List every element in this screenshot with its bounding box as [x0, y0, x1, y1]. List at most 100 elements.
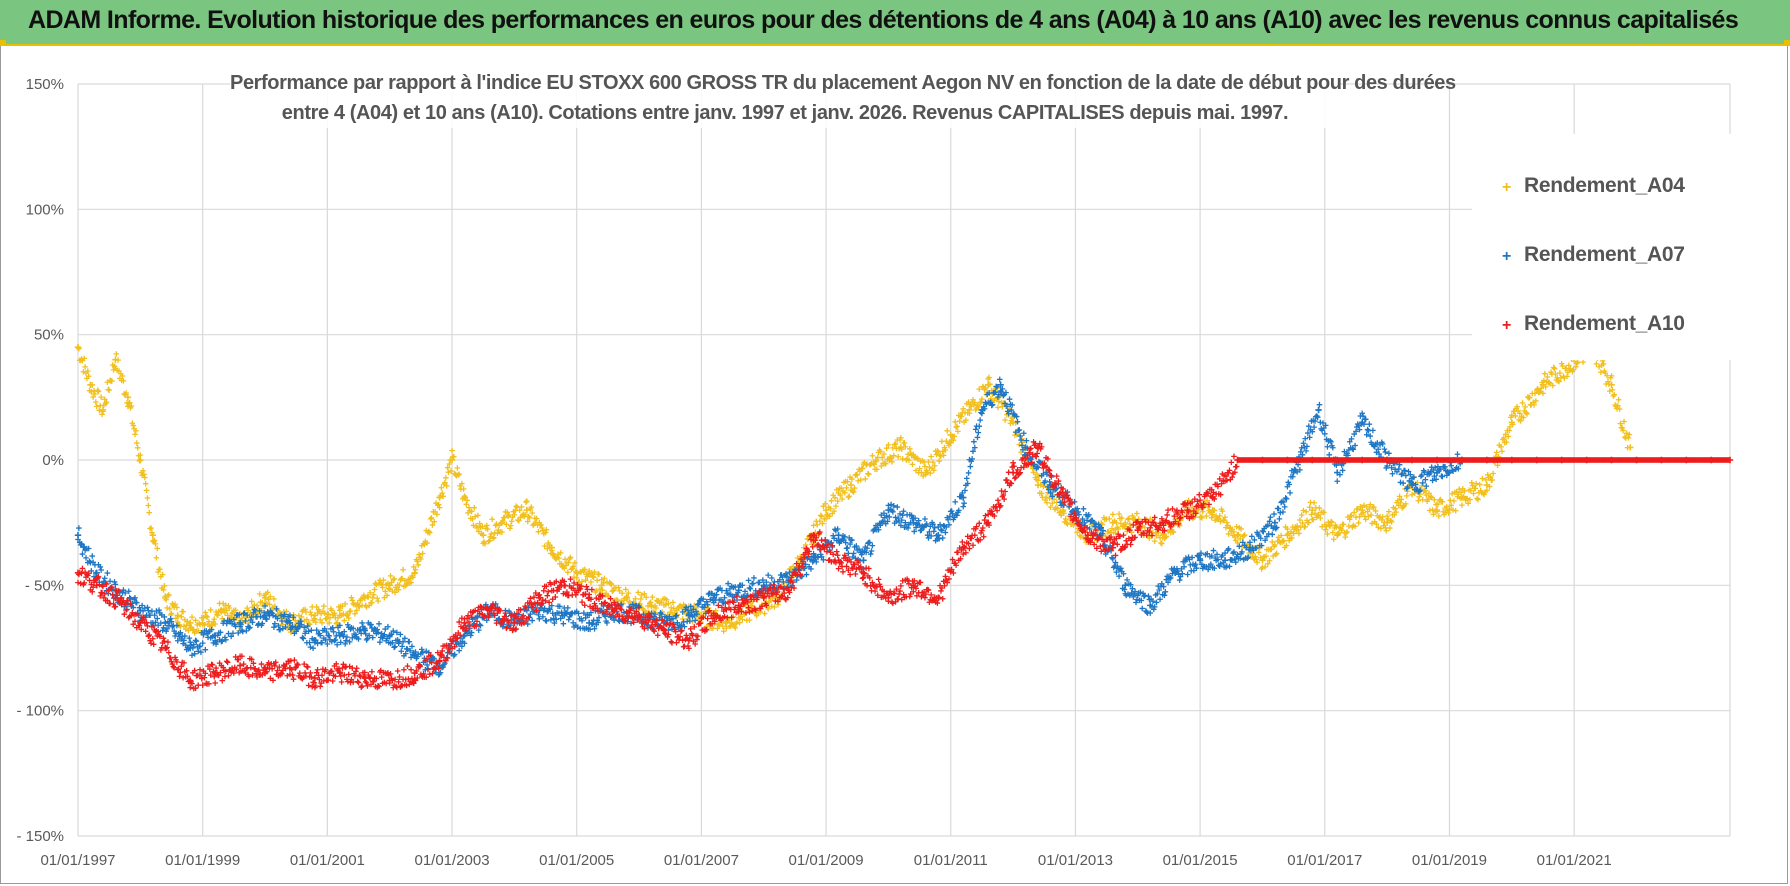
data-point-A04 [605, 593, 611, 599]
data-point-A07 [565, 605, 571, 611]
data-point-A04 [501, 514, 508, 521]
data-point-A04 [1342, 534, 1349, 540]
data-point-A04 [1126, 521, 1133, 527]
data-point-A04 [996, 398, 1002, 405]
data-point-A07 [1422, 476, 1429, 483]
data-point-A10 [213, 665, 219, 671]
data-point-A10 [1147, 525, 1154, 531]
data-point-A07 [1418, 473, 1424, 480]
data-point-A04 [931, 462, 938, 469]
data-point-A04 [1566, 362, 1572, 369]
data-point-A04 [1467, 496, 1473, 503]
data-point-A10 [1127, 541, 1134, 548]
data-point-A04 [1490, 470, 1496, 477]
data-point-A04 [901, 440, 908, 446]
data-point-A04 [415, 562, 421, 568]
data-point-A04 [508, 522, 514, 529]
data-point-A04 [922, 463, 928, 470]
data-point-A10 [354, 678, 361, 685]
data-point-A04 [715, 621, 722, 627]
data-point-A04 [934, 448, 941, 454]
data-point-A04 [264, 589, 271, 596]
data-point-A07 [974, 434, 981, 441]
data-point-A04 [181, 623, 187, 630]
data-point-A04 [1322, 526, 1329, 533]
data-point-A04 [141, 471, 147, 478]
data-point-A04 [567, 554, 574, 561]
data-point-A04 [1609, 387, 1616, 393]
data-point-A10 [875, 576, 882, 583]
data-point-A07 [79, 551, 86, 557]
data-point-A04 [941, 444, 948, 451]
data-point-A04 [365, 594, 372, 600]
data-point-A04 [839, 496, 845, 502]
data-point-A07 [307, 644, 314, 650]
data-point-A04 [1472, 485, 1479, 492]
data-point-A04 [1611, 391, 1618, 398]
data-point-A07 [768, 575, 775, 581]
data-point-A04 [817, 512, 824, 519]
data-point-A04 [1397, 500, 1404, 506]
data-point-A07 [199, 640, 206, 646]
data-point-A04 [1606, 388, 1613, 394]
data-point-A10 [544, 592, 551, 599]
data-point-A04 [1340, 521, 1347, 528]
data-point-A04 [229, 610, 235, 617]
data-point-A07 [976, 423, 983, 430]
data-point-A07 [1271, 511, 1277, 517]
data-point-A04 [1330, 536, 1337, 543]
data-point-A04 [843, 485, 850, 491]
data-point-A04 [101, 396, 108, 403]
data-point-A04 [391, 576, 397, 582]
data-point-A04 [549, 550, 556, 557]
data-point-A07 [1283, 495, 1290, 502]
data-point-A04 [189, 614, 195, 620]
data-point-A04 [1570, 366, 1577, 373]
data-point-A04 [529, 510, 535, 516]
data-point-A04 [982, 385, 989, 391]
data-point-A04 [837, 492, 844, 498]
data-point-A10 [581, 602, 588, 609]
data-point-A04 [94, 387, 101, 394]
data-point-A04 [1473, 480, 1479, 487]
data-point-A04 [928, 453, 934, 460]
data-point-A10 [1132, 534, 1138, 541]
data-point-A04 [1564, 373, 1570, 380]
data-point-A04 [589, 573, 596, 580]
data-point-A04 [802, 542, 809, 548]
data-point-A04 [668, 604, 674, 611]
data-point-A04 [665, 600, 672, 607]
data-point-A10 [408, 666, 414, 673]
data-point-A04 [976, 386, 983, 392]
data-point-A04 [1194, 506, 1201, 513]
data-point-A04 [224, 612, 231, 619]
data-point-A04 [841, 489, 848, 496]
data-point-A04 [410, 574, 416, 581]
data-point-A04 [557, 550, 564, 556]
data-point-A04 [663, 597, 670, 603]
data-point-A04 [1284, 526, 1291, 532]
data-point-A04 [226, 605, 233, 611]
data-point-A10 [898, 583, 904, 589]
data-point-A04 [1487, 474, 1494, 480]
data-point-A04 [126, 399, 133, 406]
data-point-A04 [1118, 515, 1125, 521]
data-point-A07 [167, 615, 174, 622]
data-point-A07 [1419, 480, 1426, 486]
data-point-A04 [145, 502, 152, 509]
data-point-A04 [714, 625, 721, 632]
data-point-A04 [475, 512, 481, 519]
data-point-A10 [1233, 463, 1240, 470]
data-point-A04 [414, 558, 421, 565]
data-point-A04 [426, 528, 432, 535]
data-point-A07 [1281, 504, 1288, 510]
data-point-A10 [358, 684, 364, 690]
data-point-A04 [1557, 370, 1563, 376]
data-point-A04 [1392, 505, 1398, 512]
data-point-A04 [426, 529, 433, 536]
data-point-A04 [382, 588, 389, 595]
data-point-A04 [266, 601, 273, 608]
data-point-A10 [79, 565, 86, 572]
data-point-A04 [1122, 520, 1129, 526]
data-point-A04 [1435, 513, 1442, 519]
